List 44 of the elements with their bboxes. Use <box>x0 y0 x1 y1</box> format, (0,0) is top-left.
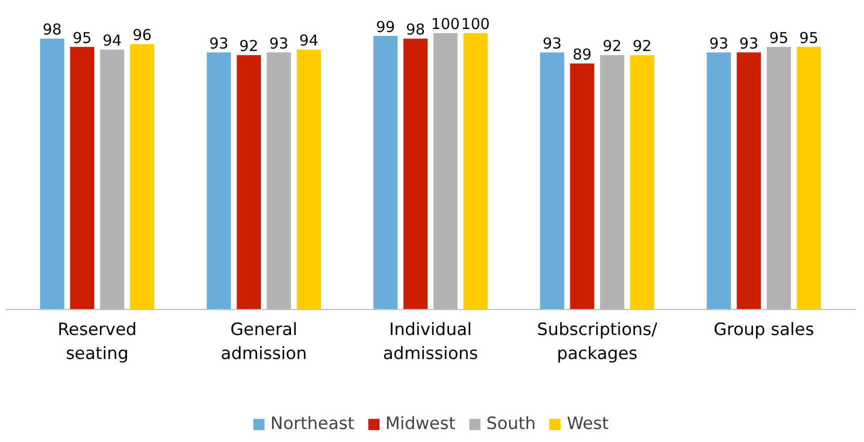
bar <box>463 33 488 310</box>
bar <box>130 44 154 310</box>
bar <box>296 50 321 310</box>
data-label: 94 <box>299 32 318 50</box>
legend-label: Midwest <box>385 414 456 434</box>
x-tick-label: Group sales <box>714 320 814 340</box>
x-tick-label: Reserved seating <box>58 320 137 364</box>
legend-label: South <box>486 414 536 434</box>
data-label: 95 <box>799 28 818 47</box>
bar <box>206 52 231 310</box>
data-label: 95 <box>72 28 92 47</box>
data-label: 93 <box>709 34 728 52</box>
bar <box>70 46 94 310</box>
data-label: 95 <box>769 28 788 47</box>
bar <box>630 55 654 310</box>
data-label: 92 <box>602 37 622 56</box>
bar <box>796 46 821 310</box>
bar <box>736 52 761 310</box>
data-label: 94 <box>102 32 122 50</box>
data-label: 92 <box>632 37 652 56</box>
data-label: 93 <box>269 34 288 52</box>
bar <box>540 52 564 310</box>
data-label: 99 <box>376 18 396 36</box>
data-label: 92 <box>239 37 258 56</box>
x-tick-label: Subscriptions/ packages <box>537 320 658 364</box>
bar <box>236 55 261 310</box>
legend-label: West <box>566 414 609 434</box>
data-label: 100 <box>461 15 490 34</box>
data-label: 89 <box>572 45 592 64</box>
x-tick-label: General admission <box>220 320 307 364</box>
data-label: 100 <box>431 15 460 34</box>
data-label: 96 <box>132 26 152 44</box>
data-label: 98 <box>406 20 426 39</box>
data-label: 93 <box>209 34 228 52</box>
bar <box>706 52 731 310</box>
bar <box>40 38 64 310</box>
bar <box>373 36 398 310</box>
data-label: 98 <box>42 20 62 39</box>
data-label: 93 <box>542 34 562 52</box>
data-label: 93 <box>739 34 758 52</box>
bar <box>570 63 594 310</box>
x-tick-label: Individual admissions <box>383 320 478 364</box>
legend-label: Northeast <box>270 414 354 434</box>
bar <box>403 38 428 310</box>
